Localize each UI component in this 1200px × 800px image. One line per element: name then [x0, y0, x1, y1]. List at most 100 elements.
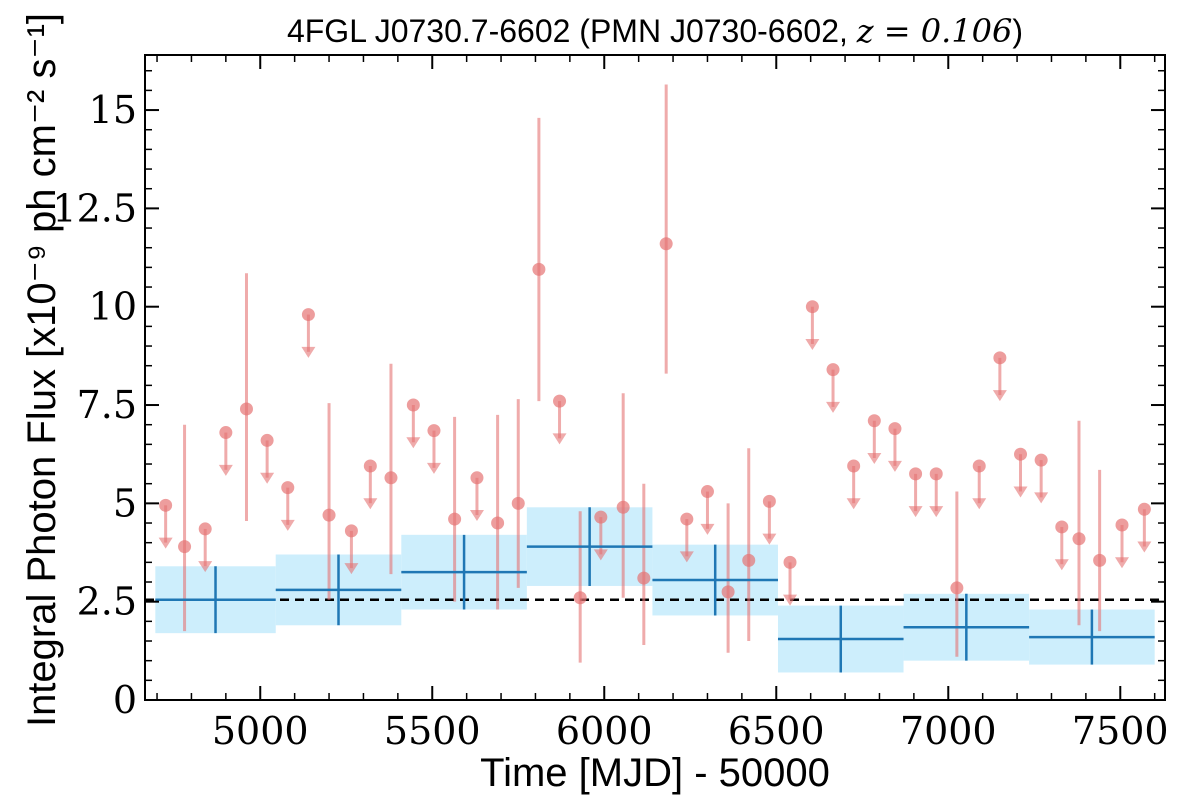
upper-limit-point — [301, 308, 315, 322]
upper-limit-point — [219, 426, 233, 440]
plot-layers — [145, 84, 1165, 673]
y-tick-label: 10 — [89, 285, 137, 329]
y-tick-label: 7.5 — [77, 383, 137, 427]
upper-limit-point — [406, 398, 420, 412]
detection-point — [637, 571, 651, 585]
detection-point — [721, 585, 735, 599]
upper-limit-arrow — [972, 498, 987, 510]
detection-point — [616, 500, 630, 514]
upper-limit-arrow — [260, 472, 275, 484]
upper-limit-arrow — [887, 460, 902, 472]
upper-limit-arrow — [552, 433, 567, 445]
upper-limit-point — [993, 351, 1007, 365]
upper-limit-arrow — [280, 519, 295, 531]
x-tick-label: 6000 — [556, 709, 653, 753]
detection-point — [950, 581, 964, 595]
upper-limit-point — [1137, 502, 1151, 516]
upper-limit-arrow — [1054, 559, 1069, 571]
detection-point — [659, 237, 673, 251]
upper-limit-point — [680, 512, 694, 526]
upper-limit-point — [198, 522, 212, 536]
detection-point — [511, 496, 525, 510]
upper-limit-point — [783, 555, 797, 569]
upper-limit-point — [594, 510, 608, 524]
y-tick-label: 5 — [113, 481, 137, 525]
y-tick-label: 15 — [89, 88, 137, 132]
x-tick-label: 6500 — [728, 709, 825, 753]
upper-limit-point — [470, 471, 484, 485]
upper-limit-point — [929, 467, 943, 481]
chart-title-redshift: z = 0.106 — [856, 12, 1013, 50]
x-tick-label: 7500 — [1072, 709, 1169, 753]
upper-limit-point — [826, 363, 840, 377]
upper-limit-arrow — [198, 561, 213, 573]
upper-limit-arrow — [867, 453, 882, 465]
detection-point — [239, 402, 253, 416]
upper-limit-arrow — [301, 346, 316, 358]
y-tick-label: 0 — [113, 678, 137, 722]
upper-limit-arrow — [762, 533, 777, 545]
detection-point — [384, 471, 398, 485]
x-tick-label: 5500 — [384, 709, 481, 753]
upper-limit-arrow — [1137, 541, 1152, 553]
detection-point — [178, 540, 192, 554]
axis-ticks — [145, 55, 1165, 701]
upper-limit-arrow — [344, 563, 359, 575]
upper-limit-arrow — [593, 549, 608, 561]
y-axis-label: Integral Photon Flux [x10⁻⁹ ph cm⁻² s⁻¹] — [20, 13, 64, 727]
upper-limit-arrow — [846, 498, 861, 510]
chart-title-source: 4FGL J0730.7-6602 (PMN J0730-6602, — [287, 13, 857, 49]
upper-limit-point — [1034, 453, 1048, 467]
upper-limit-arrow — [908, 506, 923, 518]
detection-point — [448, 512, 462, 526]
detection-point — [1093, 553, 1107, 567]
upper-limit-arrow — [1034, 492, 1049, 504]
upper-limit-arrow — [363, 498, 378, 510]
upper-limit-arrow — [700, 523, 715, 535]
upper-limit-point — [762, 494, 776, 508]
y-tick-label: 2.5 — [77, 580, 137, 624]
upper-limit-point — [909, 467, 923, 481]
upper-limit-point — [700, 485, 714, 499]
upper-limit-point — [1055, 520, 1069, 534]
upper-limit-point — [427, 424, 441, 438]
upper-limit-arrow — [826, 401, 841, 413]
detection-point — [532, 262, 546, 276]
upper-limit-arrow — [1013, 486, 1028, 498]
upper-limit-arrow — [805, 338, 820, 350]
tick-labels: 5000 5500 6000 6500 7000 7500 0 2.5 5 7.5 10 12.5 15 — [52, 88, 1168, 753]
upper-limit-arrow — [426, 462, 441, 474]
y-tick-label: 12.5 — [52, 186, 137, 230]
upper-limit-arrow — [158, 537, 173, 549]
upper-limit-point — [344, 524, 358, 538]
upper-limit-arrow — [783, 594, 798, 606]
x-tick-label: 7000 — [900, 709, 997, 753]
chart-title-close: ) — [1012, 13, 1023, 49]
upper-limit-point — [888, 422, 902, 436]
upper-limit-point — [553, 394, 567, 408]
plot-frame — [144, 54, 1166, 701]
upper-limit-point — [805, 300, 819, 314]
upper-limit-point — [867, 414, 881, 428]
upper-limit-arrow — [218, 464, 233, 476]
upper-limit-arrow — [992, 390, 1007, 402]
upper-limit-point — [260, 433, 274, 447]
x-axis-label: Time [MJD] - 50000 — [480, 751, 830, 795]
upper-limit-arrow — [406, 437, 421, 449]
upper-limit-arrow — [469, 510, 484, 522]
upper-limit-point — [1014, 447, 1028, 461]
detection-point — [491, 516, 505, 530]
detection-point — [573, 591, 587, 605]
detection-point — [742, 553, 756, 567]
upper-limit-point — [1115, 518, 1129, 532]
upper-limit-point — [847, 459, 861, 473]
detection-point — [322, 508, 336, 522]
upper-limit-arrow — [1114, 557, 1129, 569]
upper-limit-point — [972, 459, 986, 473]
chart-title: 4FGL J0730.7-6602 (PMN J0730-6602, z = 0… — [287, 12, 1023, 50]
upper-limit-arrow — [679, 551, 694, 563]
upper-limit-point — [363, 459, 377, 473]
upper-limit-arrow — [929, 506, 944, 518]
upper-limit-point — [281, 481, 295, 495]
